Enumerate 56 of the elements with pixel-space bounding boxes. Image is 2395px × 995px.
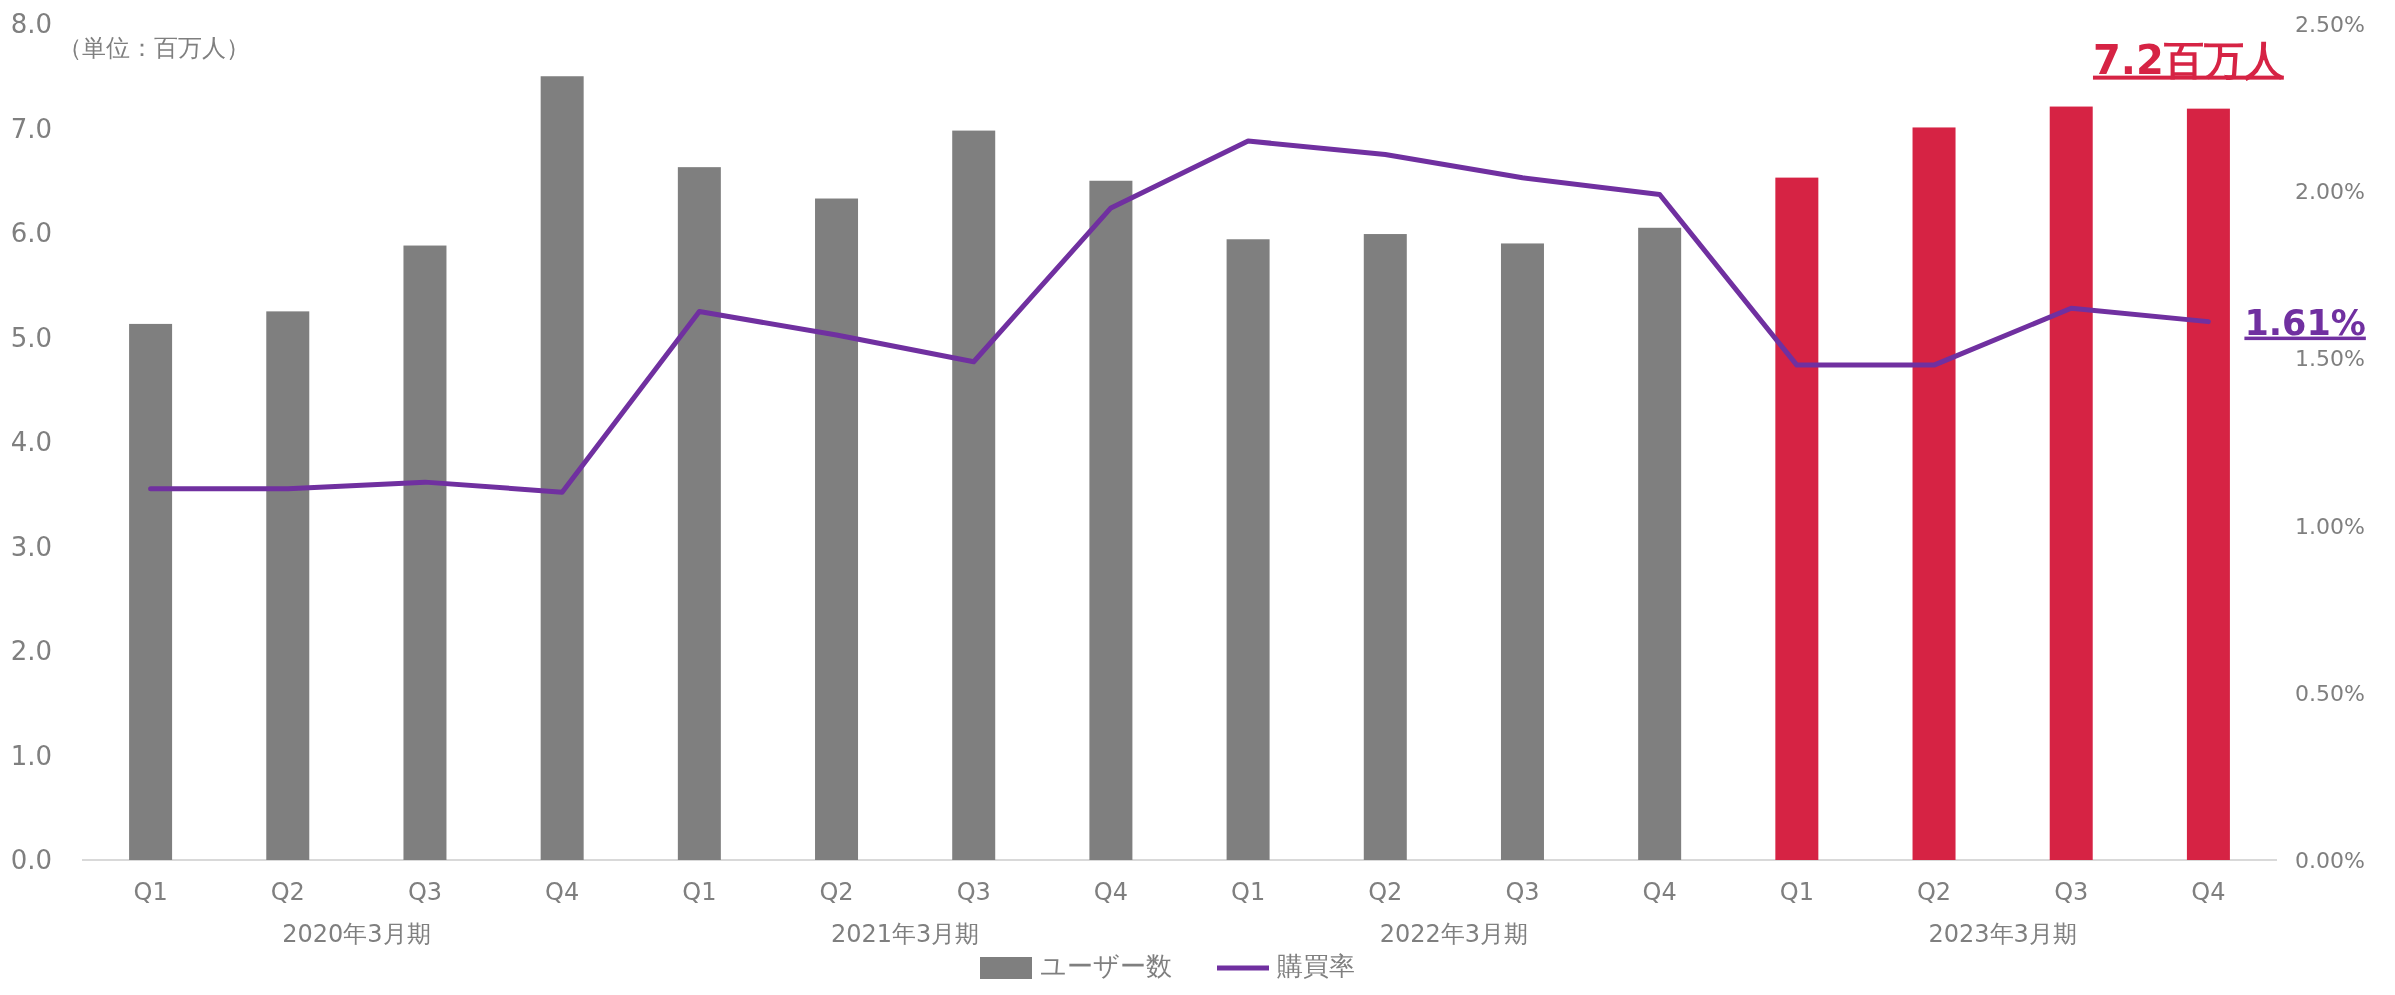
y2-tick-label: 2.50% <box>2295 12 2365 37</box>
bar <box>815 198 859 860</box>
x-tick-label: Q2 <box>270 878 305 906</box>
x-tick-label: Q4 <box>1093 878 1128 906</box>
bar <box>1500 243 1544 860</box>
bar <box>1638 227 1682 860</box>
x-tick-label: Q2 <box>819 878 854 906</box>
bar <box>129 323 173 860</box>
y-tick-label: 1.0 <box>10 740 52 771</box>
data-label: 7.2百万人 <box>2092 36 2285 83</box>
bar <box>2049 106 2093 860</box>
x-tick-label: Q3 <box>407 878 443 906</box>
bar <box>1775 177 1819 860</box>
bar <box>1912 127 1956 860</box>
x-tick-label: Q1 <box>1231 878 1266 906</box>
bar <box>677 167 721 860</box>
legend-label: ユーザー数 <box>1040 951 1172 981</box>
bar <box>952 130 996 860</box>
x-tick-label: Q1 <box>133 878 168 906</box>
y-axis-title: （単位：百万人） <box>58 34 250 62</box>
x-tick-label: Q1 <box>682 878 717 906</box>
y-tick-label: 4.0 <box>10 427 52 457</box>
bar <box>540 76 584 860</box>
text: 2020年3月期 <box>282 920 431 948</box>
bar <box>2186 108 2230 860</box>
y2-tick-label: 0.00% <box>2295 848 2365 873</box>
y-tick-label: 0.0 <box>10 845 52 875</box>
x-tick-label: Q3 <box>956 878 991 906</box>
y-tick-label: 7.0 <box>10 113 52 144</box>
text: 2021年3月期 <box>830 920 980 948</box>
x-tick-label: Q3 <box>1505 878 1540 906</box>
legend-label: 購買率 <box>1277 951 1355 981</box>
x-tick-label: Q4 <box>2191 878 2226 906</box>
x-tick-label: Q3 <box>2054 878 2089 906</box>
y2-tick-label: 2.00% <box>2295 179 2365 205</box>
y2-tick-label: 1.00% <box>2295 513 2365 539</box>
bar <box>1363 234 1407 860</box>
x-tick-label: Q2 <box>1368 878 1403 906</box>
y2-tick-label: 0.50% <box>2295 680 2365 706</box>
x-tick-label: Q4 <box>545 878 580 906</box>
x-tick-label: Q4 <box>1642 878 1677 906</box>
y-tick-label: 5.0 <box>10 322 52 353</box>
text: 2023年3月期 <box>1928 920 2077 948</box>
y-tick-label: 6.0 <box>10 218 52 248</box>
data-label: 1.61% <box>2244 302 2366 343</box>
y-tick-label: 2.0 <box>10 636 52 666</box>
y2-tick-label: 1.50% <box>2295 346 2365 372</box>
bar <box>1089 180 1133 860</box>
bar <box>266 311 310 860</box>
x-tick-label: Q2 <box>1916 878 1952 906</box>
bar <box>1226 239 1270 860</box>
x-tick-label: Q1 <box>1779 878 1814 906</box>
y-tick-label: 3.0 <box>10 531 52 562</box>
bar <box>403 245 447 860</box>
text: 2022年3月期 <box>1379 920 1529 948</box>
y-tick-label: 8.0 <box>10 9 52 39</box>
